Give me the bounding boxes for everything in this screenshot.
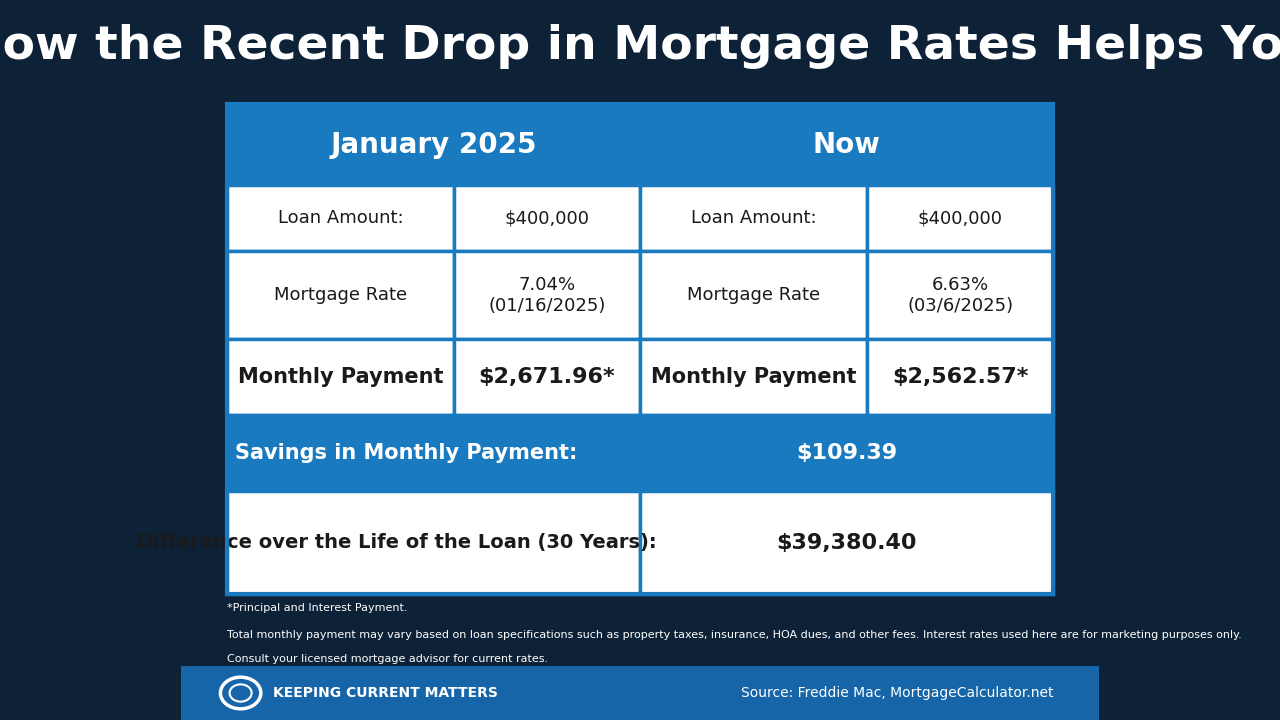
- FancyBboxPatch shape: [227, 185, 454, 251]
- Text: Source: Freddie Mac, MortgageCalculator.net: Source: Freddie Mac, MortgageCalculator.…: [741, 686, 1053, 700]
- FancyBboxPatch shape: [639, 104, 641, 185]
- Text: Now: Now: [813, 131, 881, 159]
- FancyBboxPatch shape: [227, 104, 640, 185]
- FancyBboxPatch shape: [640, 104, 1053, 185]
- Text: How the Recent Drop in Mortgage Rates Helps You: How the Recent Drop in Mortgage Rates He…: [0, 24, 1280, 69]
- Text: Total monthly payment may vary based on loan specifications such as property tax: Total monthly payment may vary based on …: [227, 630, 1242, 640]
- FancyBboxPatch shape: [640, 339, 868, 415]
- FancyBboxPatch shape: [454, 339, 640, 415]
- Text: Loan Amount:: Loan Amount:: [691, 210, 817, 228]
- Text: Consult your licensed mortgage advisor for current rates.: Consult your licensed mortgage advisor f…: [227, 654, 548, 665]
- FancyBboxPatch shape: [227, 415, 640, 491]
- Text: Difference over the Life of the Loan (30 Years):: Difference over the Life of the Loan (30…: [137, 533, 657, 552]
- FancyBboxPatch shape: [640, 185, 868, 251]
- Text: Monthly Payment: Monthly Payment: [650, 367, 856, 387]
- FancyBboxPatch shape: [180, 666, 1100, 720]
- Text: January 2025: January 2025: [330, 131, 536, 159]
- Text: $400,000: $400,000: [504, 210, 590, 228]
- FancyBboxPatch shape: [868, 339, 1053, 415]
- FancyBboxPatch shape: [227, 491, 640, 594]
- Text: 7.04%
(01/16/2025): 7.04% (01/16/2025): [489, 276, 605, 315]
- Text: Mortgage Rate: Mortgage Rate: [687, 287, 820, 305]
- FancyBboxPatch shape: [640, 415, 1053, 491]
- Text: $109.39: $109.39: [796, 444, 897, 463]
- Text: Mortgage Rate: Mortgage Rate: [274, 287, 407, 305]
- FancyBboxPatch shape: [227, 251, 454, 339]
- Text: Savings in Monthly Payment:: Savings in Monthly Payment:: [234, 444, 577, 463]
- FancyBboxPatch shape: [454, 185, 640, 251]
- Text: Monthly Payment: Monthly Payment: [238, 367, 443, 387]
- Text: $2,562.57*: $2,562.57*: [892, 367, 1028, 387]
- FancyBboxPatch shape: [640, 251, 868, 339]
- FancyBboxPatch shape: [868, 251, 1053, 339]
- Text: *Principal and Interest Payment.: *Principal and Interest Payment.: [227, 603, 407, 613]
- Text: $2,671.96*: $2,671.96*: [479, 367, 616, 387]
- Text: Loan Amount:: Loan Amount:: [278, 210, 403, 228]
- FancyBboxPatch shape: [454, 251, 640, 339]
- Text: 6.63%
(03/6/2025): 6.63% (03/6/2025): [908, 276, 1014, 315]
- FancyBboxPatch shape: [868, 185, 1053, 251]
- Text: $39,380.40: $39,380.40: [777, 533, 916, 552]
- Text: $400,000: $400,000: [918, 210, 1002, 228]
- FancyBboxPatch shape: [640, 491, 1053, 594]
- Text: KEEPING CURRENT MATTERS: KEEPING CURRENT MATTERS: [273, 686, 498, 700]
- FancyBboxPatch shape: [227, 339, 454, 415]
